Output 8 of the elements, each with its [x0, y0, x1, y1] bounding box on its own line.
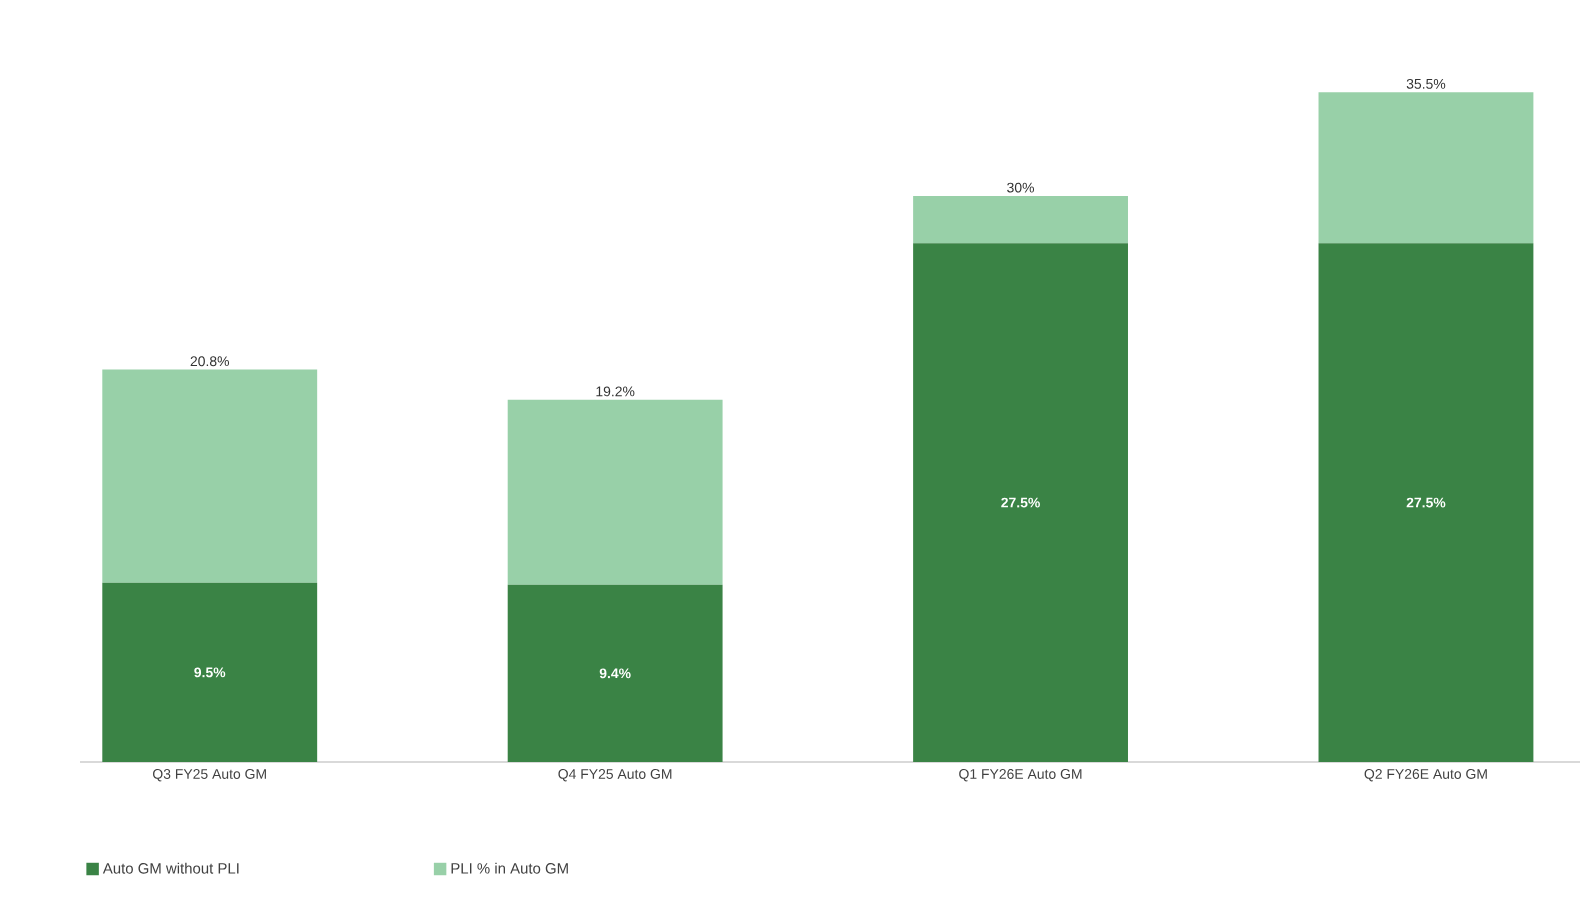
- bar: [1318, 92, 1534, 244]
- bar: [913, 243, 1128, 762]
- bar: [1318, 243, 1534, 762]
- bar: [913, 195, 1128, 244]
- bar: [507, 584, 723, 762]
- bar: [102, 369, 318, 583]
- bar: [102, 582, 318, 762]
- bar: [507, 399, 723, 585]
